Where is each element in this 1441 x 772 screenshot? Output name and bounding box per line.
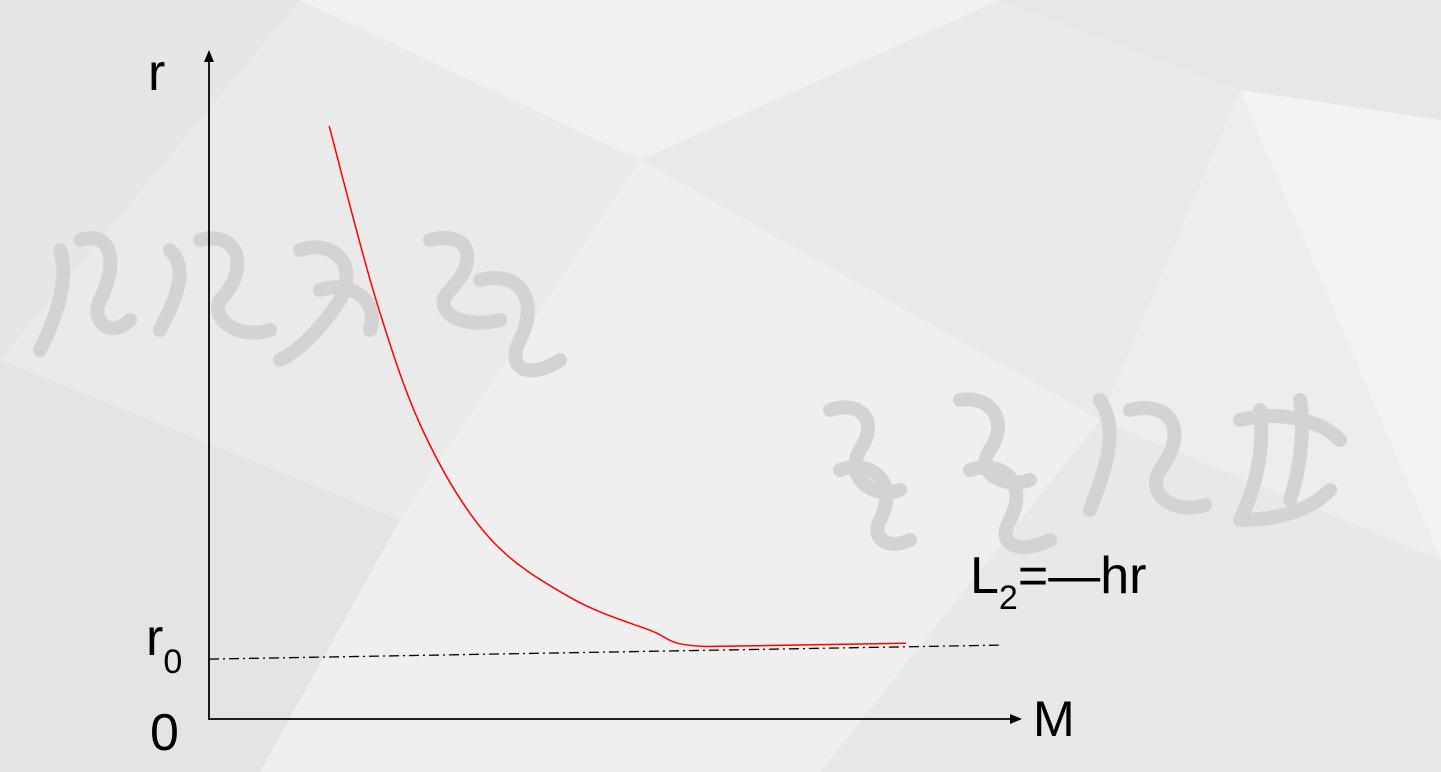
reference-line-label: r0 [146,609,182,681]
equation-annotation: L2=—hr [970,547,1146,617]
equation-equals: = [1018,547,1048,605]
y-axis-arrow [204,50,214,62]
equation-subscript: 2 [999,579,1018,617]
reference-label-main: r [146,609,163,667]
x-axis-arrow [1010,714,1022,724]
axes [204,50,1022,724]
equation-dash: — [1048,547,1100,605]
reference-label-sub: 0 [163,643,182,681]
watermark-calligraphy-right [823,392,1347,555]
origin-label: 0 [150,704,179,762]
x-axis-label: M [1033,691,1075,747]
equation-suffix: hr [1100,547,1146,605]
y-axis-label: r [148,44,165,102]
reference-line-r0 [208,644,1003,660]
series-line [328,125,906,648]
watermark-calligraphy-left [33,231,567,378]
equation-prefix: L [970,547,999,605]
